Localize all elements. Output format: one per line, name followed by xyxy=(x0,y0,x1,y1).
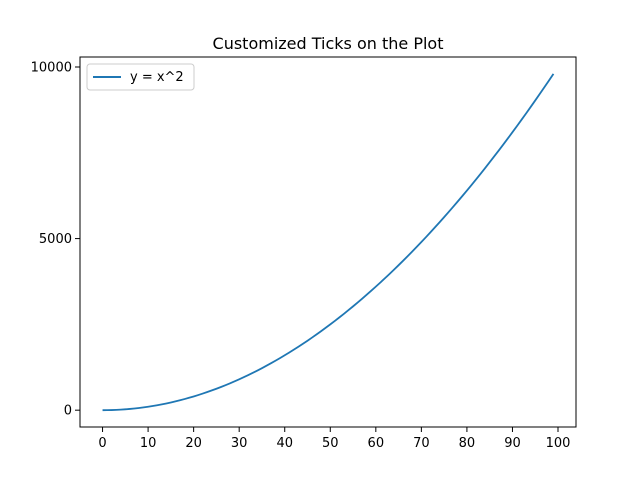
plot-frame xyxy=(79,56,577,428)
legend: y = x^2 xyxy=(86,63,195,91)
x-tick-label: 20 xyxy=(185,436,202,451)
legend-box xyxy=(86,63,195,91)
x-tick-label: 50 xyxy=(322,436,339,451)
y-tick-label: 5000 xyxy=(39,232,72,247)
x-tick-label: 80 xyxy=(459,436,476,451)
x-tick-label: 70 xyxy=(413,436,430,451)
x-tick-label: 90 xyxy=(504,436,521,451)
x-tick-label: 60 xyxy=(368,436,385,451)
chart-title: Customized Ticks on the Plot xyxy=(213,34,444,53)
y-tick-label: 10000 xyxy=(31,60,72,75)
x-tick-label: 10 xyxy=(140,436,157,451)
y-axis-ticks: 0 5000 10000 xyxy=(31,60,80,419)
y-tick-label: 0 xyxy=(64,404,72,419)
series-line-y-equals-x-squared xyxy=(102,73,555,412)
x-axis-ticks: 0 10 20 30 40 50 60 70 80 90 100 xyxy=(98,427,570,451)
x-tick-label: 40 xyxy=(276,436,293,451)
legend-label: y = x^2 xyxy=(130,70,184,85)
x-tick-label: 100 xyxy=(546,436,571,451)
x-tick-label: 0 xyxy=(98,436,106,451)
x-tick-label: 30 xyxy=(231,436,248,451)
